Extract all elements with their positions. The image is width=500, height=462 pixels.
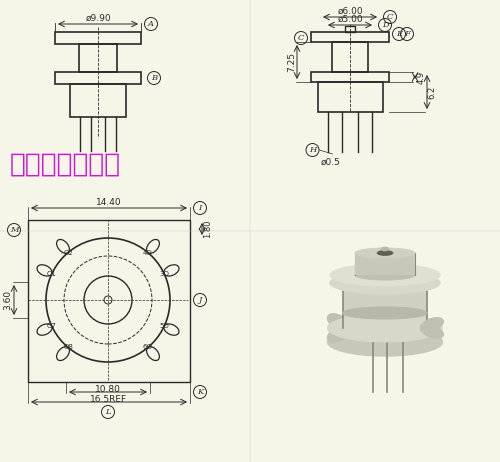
- Bar: [343, 283, 427, 328]
- Ellipse shape: [343, 307, 427, 319]
- Ellipse shape: [420, 317, 444, 332]
- Bar: [345, 26, 355, 32]
- Text: D: D: [382, 21, 388, 29]
- Ellipse shape: [328, 328, 442, 356]
- Text: 1.80: 1.80: [204, 220, 212, 238]
- Text: O2: O2: [64, 249, 73, 255]
- Text: 琴江河电子商场: 琴江河电子商场: [10, 152, 121, 178]
- Bar: [70, 84, 126, 117]
- Bar: [355, 253, 415, 275]
- Text: 6O: 6O: [143, 345, 153, 351]
- Text: 10.80: 10.80: [95, 385, 121, 394]
- Text: 3O: 3O: [160, 271, 169, 277]
- Text: C: C: [387, 13, 393, 21]
- Bar: [318, 82, 382, 112]
- Ellipse shape: [355, 270, 415, 280]
- Text: 3.60: 3.60: [4, 290, 13, 310]
- Bar: [79, 44, 117, 72]
- Text: E: E: [396, 30, 402, 38]
- Text: B: B: [151, 74, 157, 82]
- Bar: [55, 72, 141, 84]
- Text: 4O: 4O: [143, 249, 152, 255]
- Text: L: L: [105, 408, 111, 416]
- Ellipse shape: [328, 324, 352, 342]
- Bar: [311, 32, 389, 42]
- Text: O8: O8: [63, 345, 73, 351]
- Text: 14.40: 14.40: [96, 198, 122, 207]
- Ellipse shape: [330, 272, 440, 294]
- Text: O1: O1: [47, 271, 56, 277]
- Text: K: K: [197, 388, 203, 396]
- Bar: [55, 32, 141, 44]
- Bar: [311, 72, 389, 82]
- Ellipse shape: [420, 324, 444, 338]
- Text: 5O: 5O: [160, 323, 169, 329]
- Ellipse shape: [328, 314, 442, 342]
- Text: F: F: [404, 30, 410, 38]
- Ellipse shape: [381, 247, 389, 251]
- Text: ø5.00: ø5.00: [337, 15, 363, 24]
- Text: ø6.00: ø6.00: [337, 7, 363, 16]
- Ellipse shape: [377, 250, 393, 255]
- Text: C: C: [298, 34, 304, 42]
- Text: A: A: [148, 20, 154, 28]
- Ellipse shape: [330, 264, 440, 286]
- Text: 4.9: 4.9: [416, 70, 426, 84]
- Text: I: I: [198, 204, 202, 212]
- Bar: [28, 220, 190, 382]
- Text: 6.2: 6.2: [428, 85, 436, 98]
- Bar: [332, 42, 368, 72]
- Text: ø9.90: ø9.90: [85, 14, 111, 23]
- Text: 7.25: 7.25: [288, 52, 296, 72]
- Text: J: J: [198, 296, 202, 304]
- Ellipse shape: [355, 248, 415, 258]
- Ellipse shape: [328, 314, 352, 332]
- Text: H: H: [309, 146, 316, 154]
- Text: O7: O7: [47, 323, 56, 329]
- Text: 16.5REF: 16.5REF: [90, 395, 128, 404]
- Text: ø0.5: ø0.5: [320, 158, 340, 167]
- Text: M: M: [10, 226, 18, 234]
